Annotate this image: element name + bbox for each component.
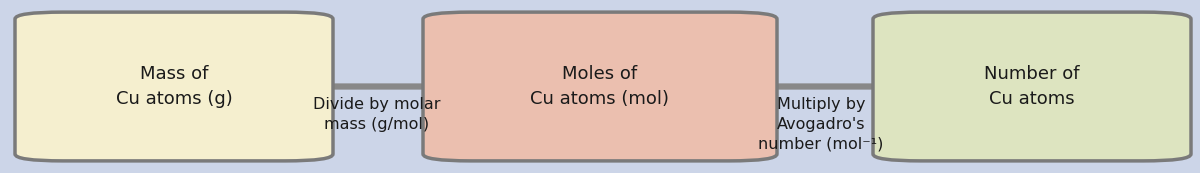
- FancyBboxPatch shape: [872, 12, 1190, 161]
- Text: Number of
Cu atoms: Number of Cu atoms: [984, 65, 1080, 108]
- Text: Moles of
Cu atoms (mol): Moles of Cu atoms (mol): [530, 65, 670, 108]
- Text: Mass of
Cu atoms (g): Mass of Cu atoms (g): [115, 65, 233, 108]
- Text: Divide by molar
mass (g/mol): Divide by molar mass (g/mol): [313, 97, 440, 132]
- Text: Multiply by
Avogadro's
number (mol⁻¹): Multiply by Avogadro's number (mol⁻¹): [758, 97, 883, 152]
- FancyBboxPatch shape: [424, 12, 778, 161]
- FancyBboxPatch shape: [14, 12, 334, 161]
